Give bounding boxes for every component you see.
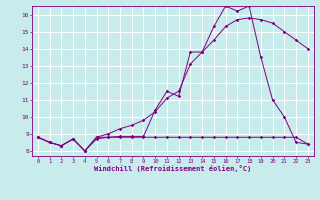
X-axis label: Windchill (Refroidissement éolien,°C): Windchill (Refroidissement éolien,°C) <box>94 165 252 172</box>
